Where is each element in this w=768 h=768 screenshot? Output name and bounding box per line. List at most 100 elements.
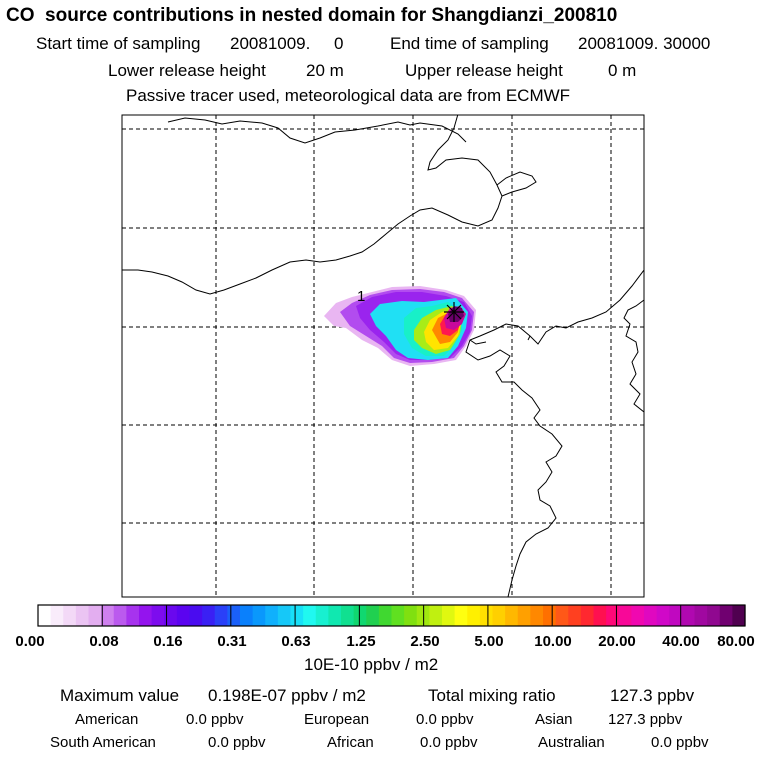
colorbar-frame — [37, 604, 746, 627]
colorbar-swatch — [719, 605, 733, 626]
total-mixing-value: 127.3 ppbv — [610, 686, 695, 705]
colorbar-swatch — [139, 605, 153, 626]
colorbar-swatch — [164, 605, 178, 626]
colorbar-tick-label: 1.25 — [346, 633, 376, 650]
colorbar-swatch — [214, 605, 228, 626]
max-value-label: Maximum value — [60, 686, 180, 705]
colorbar-swatch — [328, 605, 342, 626]
colorbar-swatch — [681, 605, 696, 626]
concentration-plume — [324, 286, 476, 366]
colorbar-swatch — [75, 605, 90, 626]
colorbar-swatch — [113, 605, 127, 626]
region-name-american: American — [75, 711, 139, 728]
map-frame — [121, 114, 645, 598]
site-marker-label: 1 — [357, 288, 365, 305]
colorbar-swatch — [341, 605, 355, 626]
colorbar-swatch — [505, 605, 519, 626]
colorbar-swatch — [669, 605, 683, 626]
colorbar-swatch — [467, 605, 481, 626]
colorbar-swatch — [606, 605, 620, 626]
colorbar-swatch — [202, 605, 216, 626]
colorbar-swatch — [631, 605, 645, 626]
plot-title: CO source contributions in nested domain… — [6, 5, 618, 26]
colorbar-swatch — [252, 605, 266, 626]
colorbar-tick-label: 5.00 — [474, 633, 504, 650]
colorbar-swatch — [454, 605, 468, 626]
start-time-value: 20081009. 0 — [230, 34, 344, 53]
region-value-european: 0.0 ppbv — [416, 711, 474, 728]
upper-height-value: 0 m — [608, 61, 637, 80]
colorbar-swatch — [101, 605, 115, 626]
region-name-australian: Australian — [538, 734, 605, 751]
colorbar-swatch — [492, 605, 506, 626]
colorbar-swatch — [63, 605, 77, 626]
colorbar-swatch — [429, 605, 443, 626]
region-name-south-american: South American — [50, 734, 156, 751]
graticule — [122, 115, 644, 597]
lower-height-value: 20 m — [306, 61, 344, 80]
colorbar-swatch — [568, 605, 582, 626]
lower-height-label: Lower release height — [108, 61, 266, 80]
tracer-note: Passive tracer used, meteorological data… — [126, 86, 571, 105]
colorbar-swatch — [315, 605, 329, 626]
region-name-asian: Asian — [535, 711, 573, 728]
colorbar-swatch — [151, 605, 165, 626]
colorbar-swatch — [277, 605, 292, 626]
colorbar-swatch — [732, 605, 746, 626]
colorbar-tick-label: 0.63 — [281, 633, 311, 650]
colorbar-swatch — [366, 605, 380, 626]
end-time-value: 20081009. 30000 — [578, 34, 711, 53]
colorbar-swatch — [189, 605, 203, 626]
colorbar-swatch — [543, 605, 557, 626]
max-value: 0.198E-07 ppbv / m2 — [208, 686, 366, 705]
colorbar-tick-label: 0.16 — [153, 633, 183, 650]
colorbar-tick-label: 2.50 — [410, 633, 440, 650]
colorbar-swatch — [580, 605, 595, 626]
colorbar-swatch — [88, 605, 102, 626]
colorbar-tick-label: 10.00 — [534, 633, 572, 650]
colorbar-swatch — [227, 605, 241, 626]
start-time-label: Start time of sampling — [36, 34, 201, 53]
colorbar-swatch — [404, 605, 418, 626]
colorbar-swatch — [707, 605, 721, 626]
colorbar-swatch — [644, 605, 658, 626]
upper-height-label: Upper release height — [405, 61, 563, 80]
colorbar — [38, 605, 746, 626]
map-area — [122, 115, 644, 597]
colorbar-swatch — [38, 605, 52, 626]
colorbar-swatch — [265, 605, 279, 626]
colorbar-swatch — [555, 605, 569, 626]
total-mixing-label: Total mixing ratio — [428, 686, 556, 705]
colorbar-ticks — [101, 605, 682, 626]
colorbar-swatch — [530, 605, 544, 626]
colorbar-swatch — [391, 605, 405, 626]
colorbar-swatch — [442, 605, 456, 626]
colorbar-swatch — [126, 605, 140, 626]
colorbar-tick-label: 80.00 — [717, 633, 755, 650]
colorbar-swatch — [240, 605, 254, 626]
region-value-australian: 0.0 ppbv — [651, 734, 709, 751]
colorbar-swatch — [694, 605, 708, 626]
colorbar-swatch — [479, 605, 494, 626]
colorbar-swatch — [303, 605, 317, 626]
region-value-american: 0.0 ppbv — [186, 711, 244, 728]
region-name-african: African — [327, 734, 374, 751]
colorbar-tick-label: 0.31 — [217, 633, 247, 650]
colorbar-swatch — [656, 605, 670, 626]
colorbar-swatch — [353, 605, 367, 626]
colorbar-tick-label: 20.00 — [598, 633, 636, 650]
region-value-south-american: 0.0 ppbv — [208, 734, 266, 751]
colorbar-swatch — [290, 605, 304, 626]
colorbar-swatch — [618, 605, 632, 626]
colorbar-tick-label: 0.00 — [15, 633, 45, 650]
coastlines — [122, 115, 644, 597]
colorbar-swatch — [378, 605, 393, 626]
region-name-european: European — [304, 711, 370, 728]
colorbar-tick-label: 40.00 — [662, 633, 700, 650]
site-marker-icon — [444, 302, 464, 322]
colorbar-tick-label: 0.08 — [89, 633, 119, 650]
colorbar-unit: 10E-10 ppbv / m2 — [304, 655, 439, 674]
colorbar-swatch — [517, 605, 531, 626]
region-value-asian: 127.3 ppbv — [608, 711, 683, 728]
